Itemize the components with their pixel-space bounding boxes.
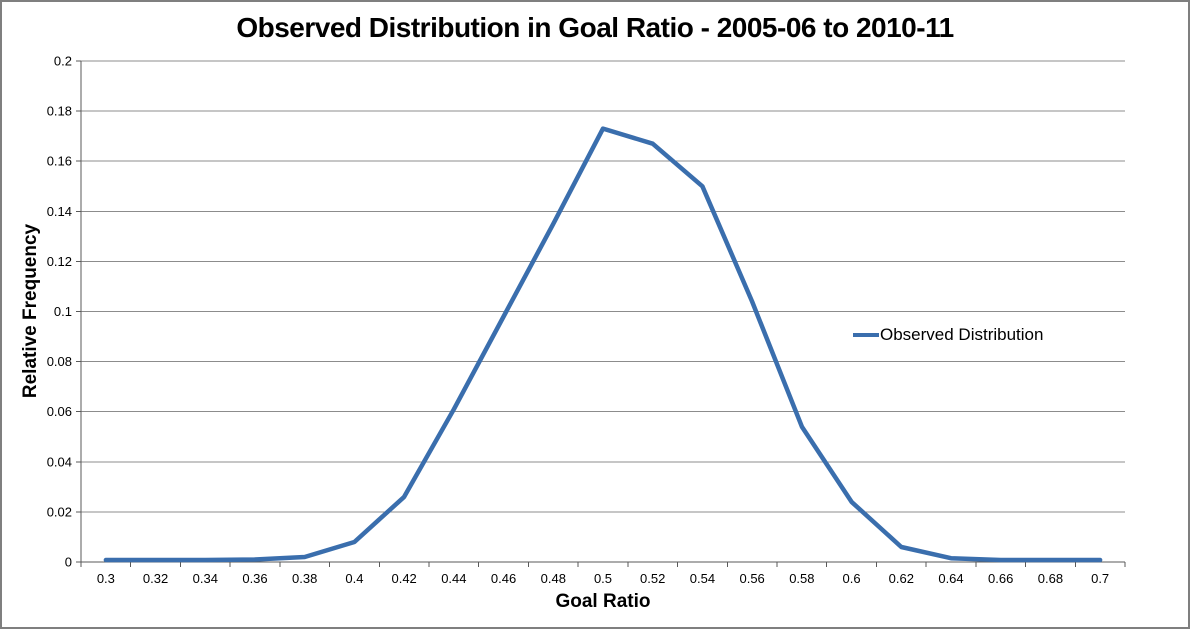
y-tick-label: 0.04 [47,454,72,469]
x-tick-label: 0.3 [97,571,115,586]
y-tick-label: 0.02 [47,504,72,519]
x-tick-label: 0.48 [541,571,566,586]
y-tick-label: 0.06 [47,404,72,419]
x-tick-label: 0.62 [889,571,914,586]
x-tick-label: 0.54 [690,571,715,586]
legend-line-marker [853,333,879,337]
series-line-observed-distribution [103,126,1103,563]
chart-title: Observed Distribution in Goal Ratio - 20… [236,12,954,43]
legend: Observed Distribution [853,324,1043,346]
x-tick-label: 0.46 [491,571,516,586]
x-tick-label: 0.68 [1038,571,1063,586]
x-tick-label: 0.32 [143,571,168,586]
x-tick-label: 0.38 [292,571,317,586]
x-tick-label: 0.52 [640,571,665,586]
y-tick-label: 0.08 [47,354,72,369]
y-tick-label: 0.12 [47,254,72,269]
legend-series-label: Observed Distribution [880,325,1044,344]
y-tick-label: 0.16 [47,154,72,169]
x-tick-label: 0.58 [789,571,814,586]
x-tick-label: 0.64 [938,571,963,586]
y-tick-label: 0.2 [54,54,72,69]
x-tick-label: 0.56 [739,571,764,586]
x-tick-label: 0.34 [193,571,218,586]
x-tick-label: 0.36 [242,571,267,586]
x-tick-label: 0.7 [1091,571,1109,586]
y-tick-label: 0.18 [47,104,72,119]
y-tick-label: 0.14 [47,204,72,219]
x-tick-label: 0.5 [594,571,612,586]
x-tick-label: 0.42 [391,571,416,586]
y-tick-label: 0 [65,555,72,570]
x-tick-label: 0.44 [441,571,466,586]
x-tick-label: 0.6 [843,571,861,586]
y-tick-label: 0.1 [54,304,72,319]
x-tick-label: 0.4 [345,571,363,586]
x-tick-label: 0.66 [988,571,1013,586]
x-axis-title: Goal Ratio [555,591,651,612]
